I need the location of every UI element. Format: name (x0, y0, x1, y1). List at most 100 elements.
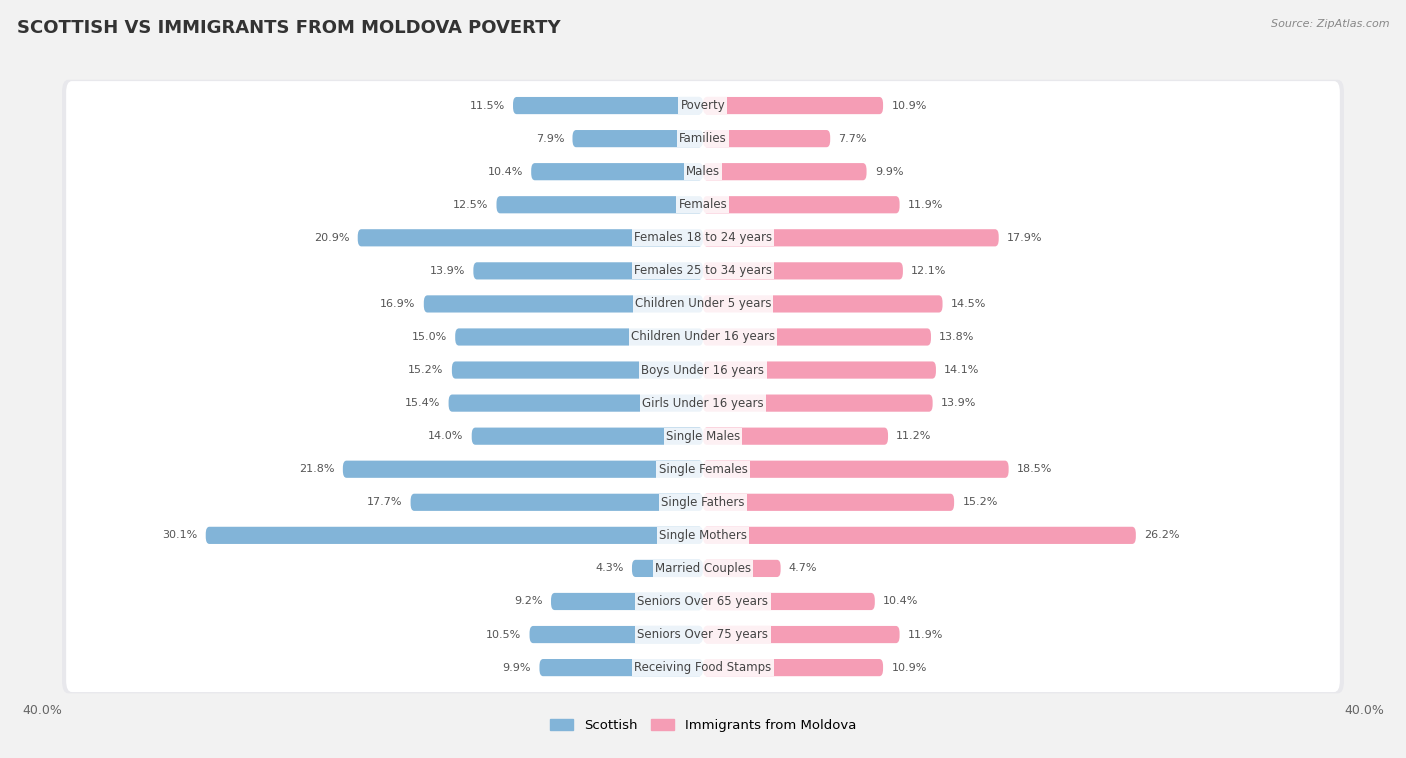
FancyBboxPatch shape (66, 312, 1340, 362)
FancyBboxPatch shape (703, 163, 866, 180)
FancyBboxPatch shape (703, 362, 936, 379)
Text: 14.1%: 14.1% (945, 365, 980, 375)
FancyBboxPatch shape (703, 493, 955, 511)
Text: 10.9%: 10.9% (891, 662, 927, 672)
Text: 10.9%: 10.9% (891, 101, 927, 111)
FancyBboxPatch shape (62, 477, 1344, 528)
FancyBboxPatch shape (703, 196, 900, 213)
FancyBboxPatch shape (703, 560, 780, 577)
FancyBboxPatch shape (703, 527, 1136, 544)
FancyBboxPatch shape (62, 377, 1344, 429)
FancyBboxPatch shape (66, 114, 1340, 163)
Text: 18.5%: 18.5% (1017, 464, 1052, 475)
Text: SCOTTISH VS IMMIGRANTS FROM MOLDOVA POVERTY: SCOTTISH VS IMMIGRANTS FROM MOLDOVA POVE… (17, 19, 561, 37)
FancyBboxPatch shape (540, 659, 703, 676)
FancyBboxPatch shape (62, 344, 1344, 396)
Text: 26.2%: 26.2% (1144, 531, 1180, 540)
FancyBboxPatch shape (572, 130, 703, 147)
Text: Single Females: Single Females (658, 462, 748, 476)
Text: 10.5%: 10.5% (486, 630, 522, 640)
Text: Married Couples: Married Couples (655, 562, 751, 575)
FancyBboxPatch shape (703, 97, 883, 114)
Text: Males: Males (686, 165, 720, 178)
FancyBboxPatch shape (66, 577, 1340, 626)
Text: 17.7%: 17.7% (367, 497, 402, 507)
Text: 13.9%: 13.9% (941, 398, 976, 408)
FancyBboxPatch shape (513, 97, 703, 114)
FancyBboxPatch shape (474, 262, 703, 280)
FancyBboxPatch shape (66, 147, 1340, 196)
FancyBboxPatch shape (496, 196, 703, 213)
FancyBboxPatch shape (703, 328, 931, 346)
FancyBboxPatch shape (703, 296, 942, 312)
FancyBboxPatch shape (411, 493, 703, 511)
Text: 9.2%: 9.2% (515, 597, 543, 606)
Text: Children Under 16 years: Children Under 16 years (631, 330, 775, 343)
FancyBboxPatch shape (62, 179, 1344, 230)
FancyBboxPatch shape (703, 262, 903, 280)
Text: Receiving Food Stamps: Receiving Food Stamps (634, 661, 772, 674)
FancyBboxPatch shape (62, 113, 1344, 164)
FancyBboxPatch shape (423, 296, 703, 312)
FancyBboxPatch shape (66, 246, 1340, 296)
FancyBboxPatch shape (62, 212, 1344, 264)
Legend: Scottish, Immigrants from Moldova: Scottish, Immigrants from Moldova (544, 714, 862, 738)
FancyBboxPatch shape (66, 81, 1340, 130)
Text: 14.5%: 14.5% (950, 299, 986, 309)
FancyBboxPatch shape (66, 213, 1340, 262)
Text: Females: Females (679, 199, 727, 211)
Text: Single Fathers: Single Fathers (661, 496, 745, 509)
FancyBboxPatch shape (62, 443, 1344, 495)
Text: 10.4%: 10.4% (488, 167, 523, 177)
Text: 16.9%: 16.9% (380, 299, 416, 309)
FancyBboxPatch shape (530, 626, 703, 643)
Text: 11.9%: 11.9% (908, 630, 943, 640)
FancyBboxPatch shape (449, 394, 703, 412)
FancyBboxPatch shape (703, 130, 830, 147)
FancyBboxPatch shape (703, 461, 1008, 478)
Text: Seniors Over 65 years: Seniors Over 65 years (637, 595, 769, 608)
Text: 21.8%: 21.8% (299, 464, 335, 475)
FancyBboxPatch shape (703, 659, 883, 676)
Text: 7.9%: 7.9% (536, 133, 564, 143)
FancyBboxPatch shape (66, 511, 1340, 560)
Text: 4.7%: 4.7% (789, 563, 817, 573)
Text: 12.5%: 12.5% (453, 200, 488, 210)
Text: Females 25 to 34 years: Females 25 to 34 years (634, 265, 772, 277)
FancyBboxPatch shape (205, 527, 703, 544)
FancyBboxPatch shape (62, 509, 1344, 561)
FancyBboxPatch shape (456, 328, 703, 346)
Text: 20.9%: 20.9% (314, 233, 350, 243)
FancyBboxPatch shape (531, 163, 703, 180)
FancyBboxPatch shape (66, 379, 1340, 428)
FancyBboxPatch shape (62, 80, 1344, 131)
Text: 13.9%: 13.9% (430, 266, 465, 276)
FancyBboxPatch shape (62, 245, 1344, 296)
FancyBboxPatch shape (631, 560, 703, 577)
Text: 11.9%: 11.9% (908, 200, 943, 210)
FancyBboxPatch shape (343, 461, 703, 478)
Text: 7.7%: 7.7% (838, 133, 868, 143)
FancyBboxPatch shape (62, 410, 1344, 462)
Text: 14.0%: 14.0% (427, 431, 464, 441)
Text: 9.9%: 9.9% (503, 662, 531, 672)
FancyBboxPatch shape (451, 362, 703, 379)
FancyBboxPatch shape (471, 428, 703, 445)
FancyBboxPatch shape (703, 593, 875, 610)
Text: 15.4%: 15.4% (405, 398, 440, 408)
Text: 12.1%: 12.1% (911, 266, 946, 276)
FancyBboxPatch shape (703, 229, 998, 246)
FancyBboxPatch shape (66, 445, 1340, 493)
FancyBboxPatch shape (551, 593, 703, 610)
Text: Females 18 to 24 years: Females 18 to 24 years (634, 231, 772, 244)
FancyBboxPatch shape (66, 346, 1340, 394)
Text: 4.3%: 4.3% (595, 563, 624, 573)
Text: 15.0%: 15.0% (412, 332, 447, 342)
Text: Single Mothers: Single Mothers (659, 529, 747, 542)
Text: 13.8%: 13.8% (939, 332, 974, 342)
FancyBboxPatch shape (62, 312, 1344, 363)
FancyBboxPatch shape (66, 610, 1340, 659)
FancyBboxPatch shape (62, 575, 1344, 628)
Text: Families: Families (679, 132, 727, 145)
Text: Seniors Over 75 years: Seniors Over 75 years (637, 628, 769, 641)
